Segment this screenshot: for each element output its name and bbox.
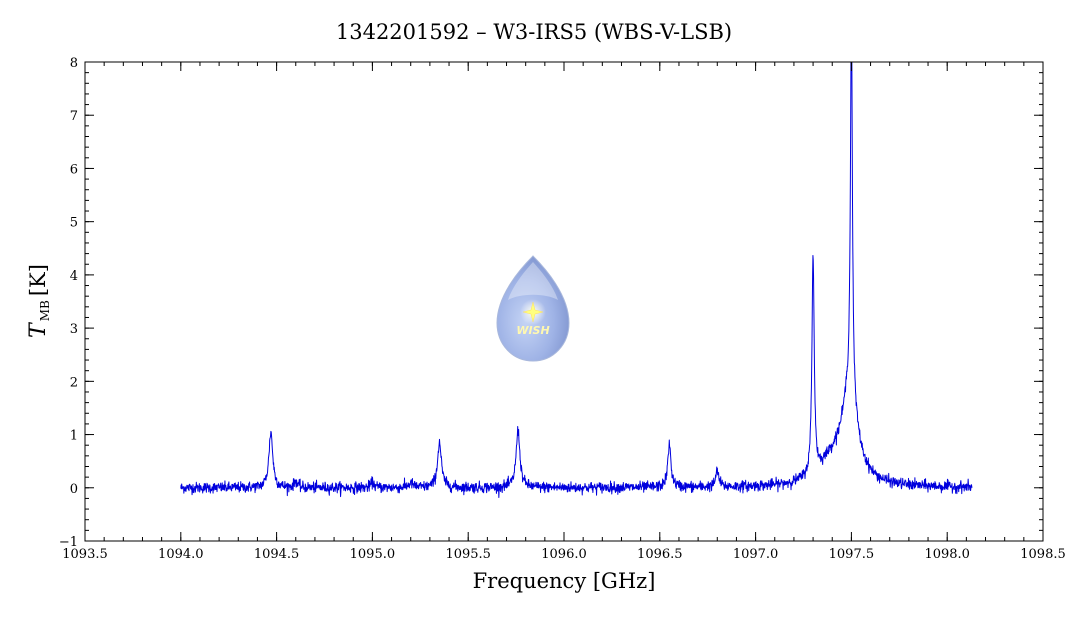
- y-axis-label: TMB [K]: [26, 264, 52, 338]
- x-tick-label: 1095.0: [350, 547, 396, 562]
- y-axis-unit: [K]: [26, 264, 50, 296]
- axis-ticks: [84, 61, 1044, 542]
- x-tick-label: 1097.0: [733, 547, 779, 562]
- y-tick-label: 8: [70, 56, 78, 71]
- x-tick-label: 1095.5: [445, 547, 491, 562]
- svg-text:TMB[K]: TMB [K]: [26, 264, 52, 338]
- x-tick-label: 1096.5: [637, 547, 683, 562]
- x-tick-label: 1098.0: [924, 547, 970, 562]
- y-tick-label: 2: [70, 375, 78, 390]
- x-tick-label: 1096.0: [541, 547, 587, 562]
- x-tick-label: 1094.5: [254, 547, 300, 562]
- y-tick-label: −1: [59, 535, 78, 550]
- logo-text: WISH: [516, 324, 549, 337]
- y-axis-symbol: T: [26, 321, 51, 338]
- x-axis-label: Frequency [GHz]: [473, 569, 656, 593]
- y-tick-label: 3: [70, 322, 78, 337]
- y-tick-label: 5: [70, 216, 78, 231]
- wish-logo: WISH: [496, 255, 570, 362]
- spectrum-line: [180, 62, 973, 498]
- x-tick-label: 1093.5: [62, 547, 108, 562]
- y-axis-subscript: MB: [38, 300, 52, 321]
- x-tick-label: 1098.5: [1020, 547, 1066, 562]
- y-tick-label: 6: [70, 162, 78, 177]
- star-icon: [522, 301, 544, 323]
- x-tick-labels: 1093.5 1094.0 1094.5 1095.0 1095.5 1096.0 1096…: [62, 547, 1066, 562]
- y-tick-label: 4: [70, 269, 78, 284]
- x-tick-label: 1094.0: [158, 547, 204, 562]
- y-tick-label: 1: [70, 429, 78, 444]
- chart-title: 1342201592 – W3-IRS5 (WBS-V-LSB): [336, 20, 732, 44]
- x-tick-label: 1097.5: [829, 547, 875, 562]
- y-tick-label: 7: [70, 109, 78, 124]
- y-tick-labels: −1 0 1 2 3 4 5 6 7 8: [59, 56, 78, 550]
- y-tick-label: 0: [70, 482, 78, 497]
